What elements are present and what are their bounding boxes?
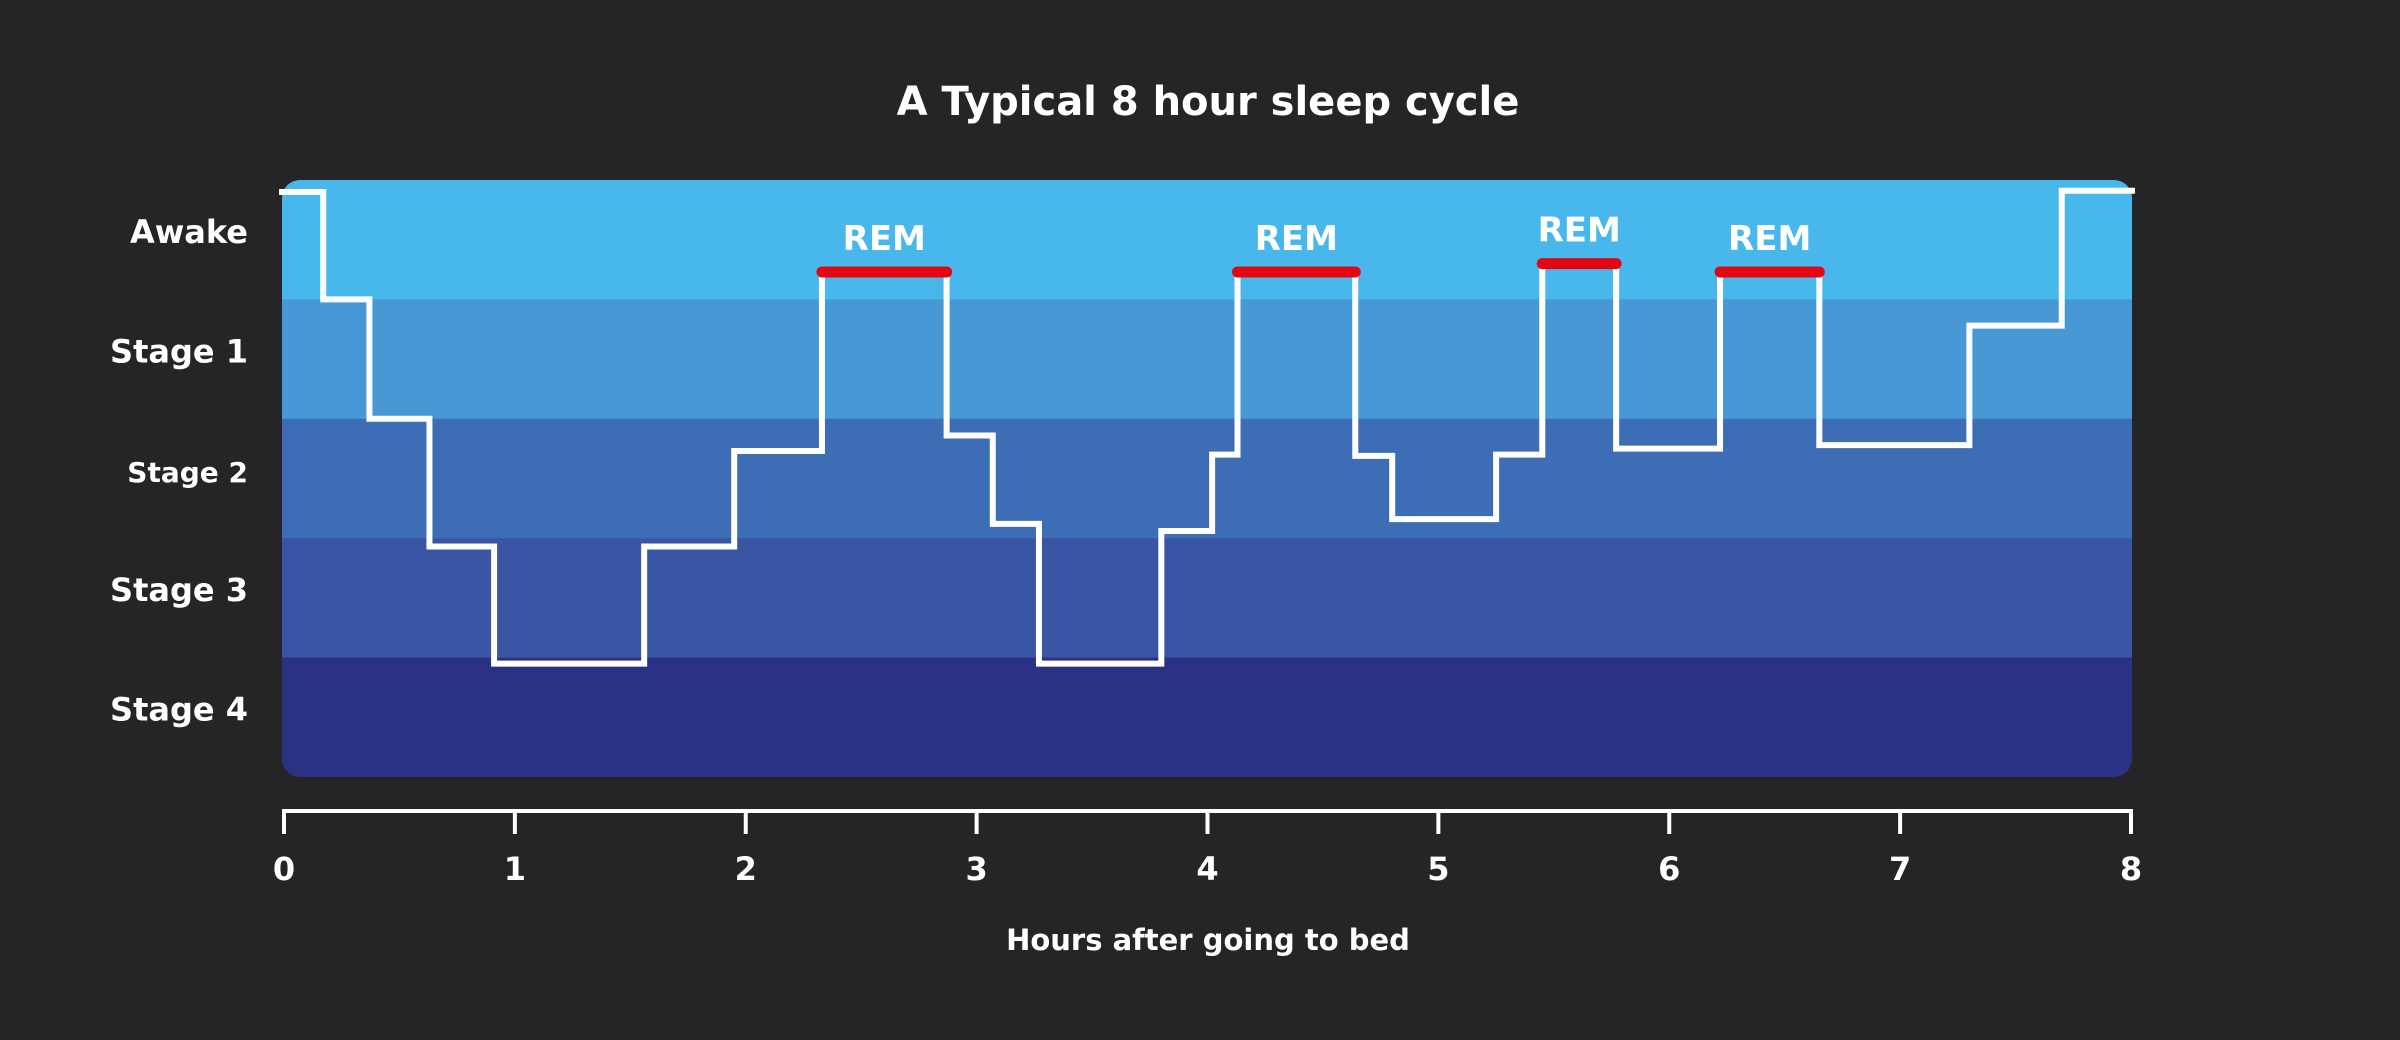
stage-label-1: Awake [130,213,248,251]
x-tick-label-7: 7 [1889,850,1911,888]
x-tick-label-8: 8 [2120,850,2142,888]
rem-label-1: REM [843,219,926,259]
rem-periods: REM REM REM REM [816,211,1825,278]
x-tick-label-0: 0 [273,850,295,888]
x-tick-label-1: 1 [504,850,526,888]
stage-bands [282,180,2132,777]
rem-label-4: REM [1728,219,1811,259]
x-tick-label-6: 6 [1658,850,1680,888]
stage-label-3: Stage 2 [127,456,248,489]
stage-band-3 [282,418,2132,540]
x-tick-label-3: 3 [965,850,987,888]
stage-band-2 [282,299,2132,420]
hypnogram-line [279,187,2135,667]
stage-band-4 [282,538,2132,659]
rem-label-2: REM [1255,219,1338,259]
x-tick-label-2: 2 [735,850,757,888]
stage-band-1 [282,180,2132,301]
x-axis: 0 1 2 3 4 5 6 7 8 [273,809,2142,888]
stage-label-2: Stage 1 [110,332,248,370]
x-tick-label-5: 5 [1427,850,1449,888]
rem-label-3: REM [1538,211,1621,251]
hypnogram [279,187,2135,667]
stage-label-4: Stage 3 [110,571,248,609]
stage-labels: Awake Stage 1 Stage 2 Stage 3 Stage 4 [110,213,248,729]
stage-band-5 [282,657,2132,777]
chart-title: A Typical 8 hour sleep cycle [897,79,1520,125]
x-axis-label: Hours after going to bed [1006,923,1410,957]
x-tick-label-4: 4 [1196,850,1218,888]
stage-label-5: Stage 4 [110,691,248,729]
